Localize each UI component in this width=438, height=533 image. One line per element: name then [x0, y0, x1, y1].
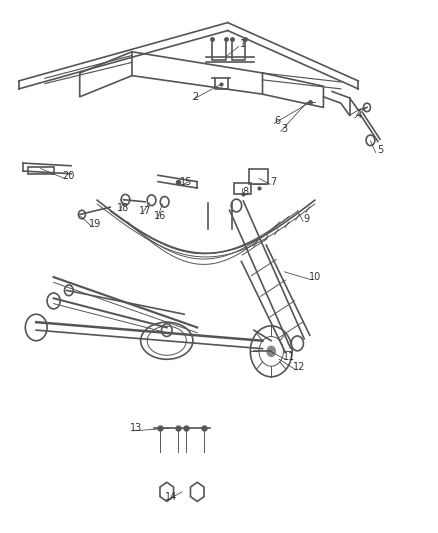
Text: 1: 1 — [240, 39, 246, 49]
Text: 18: 18 — [117, 203, 129, 213]
Text: 2: 2 — [192, 92, 198, 102]
Text: 13: 13 — [130, 423, 142, 433]
Text: 16: 16 — [154, 211, 166, 221]
Text: 3: 3 — [281, 124, 287, 134]
Text: 17: 17 — [139, 206, 151, 216]
Text: 12: 12 — [293, 362, 306, 372]
Text: 19: 19 — [89, 219, 101, 229]
Text: 6: 6 — [275, 116, 281, 126]
Text: 7: 7 — [270, 176, 276, 187]
Text: 9: 9 — [303, 214, 309, 224]
Text: 11: 11 — [283, 352, 295, 361]
Text: 4: 4 — [355, 110, 361, 120]
Text: 15: 15 — [180, 176, 193, 187]
Circle shape — [267, 346, 276, 357]
Text: 5: 5 — [377, 145, 383, 155]
Text: 8: 8 — [242, 187, 248, 197]
Text: 14: 14 — [165, 492, 177, 502]
Text: 10: 10 — [309, 272, 321, 282]
Text: 20: 20 — [63, 172, 75, 181]
